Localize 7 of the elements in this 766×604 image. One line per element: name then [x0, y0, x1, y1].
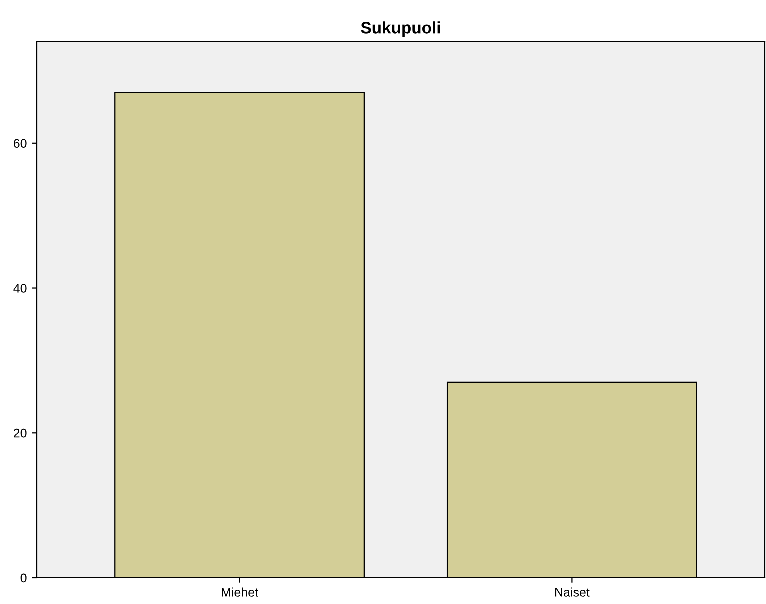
- x-tick-label: Miehet: [222, 588, 258, 597]
- y-tick-label: 40: [14, 284, 27, 293]
- y-tick-label: 0: [20, 574, 27, 583]
- x-tick-label: Naiset: [556, 588, 590, 597]
- y-tick-label: 20: [14, 428, 27, 438]
- y-tick-label: 60: [14, 139, 27, 148]
- chart-title: Sukupuoli: [361, 22, 440, 38]
